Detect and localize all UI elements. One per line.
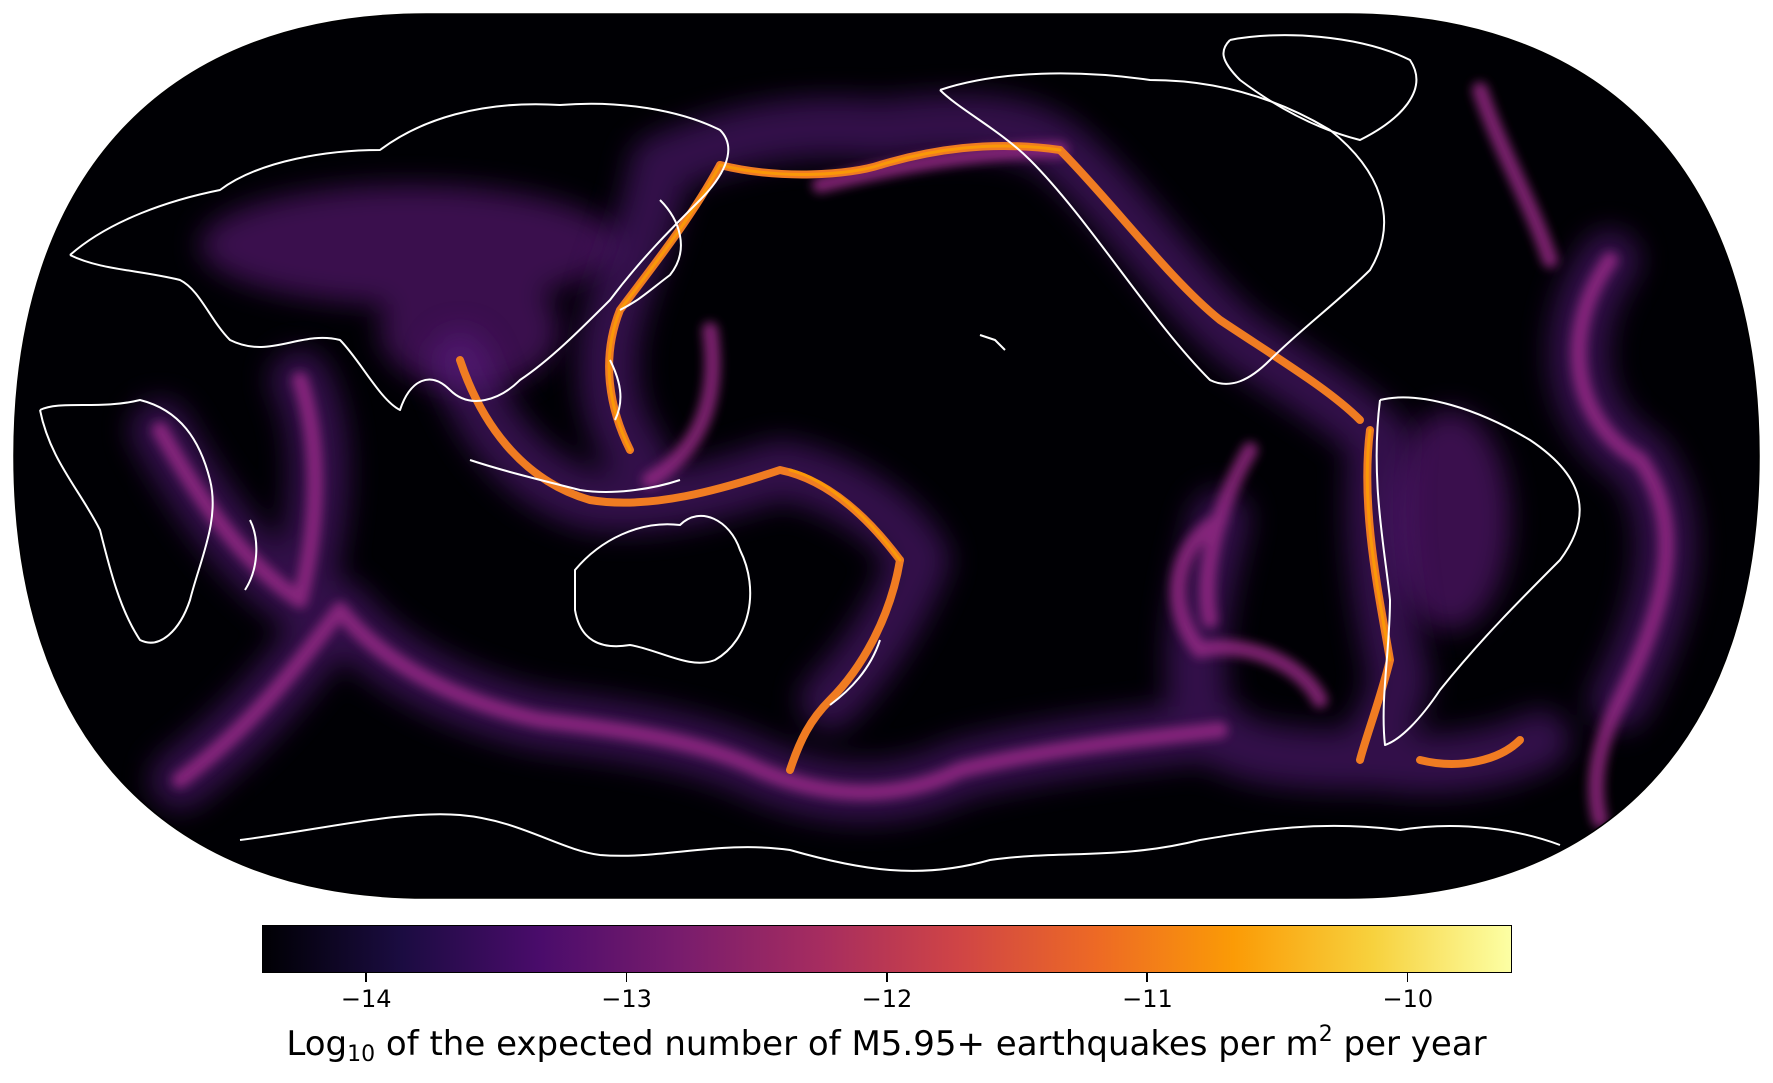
colorbar-label: Log10 of the expected number of M5.95+ e…	[286, 1022, 1487, 1067]
coast-philippines	[609, 359, 622, 421]
colorbar-tick-label: −11	[1122, 985, 1173, 1013]
coast-indonesia	[469, 459, 681, 493]
coast-south-america	[1375, 396, 1581, 746]
coast-madagascar	[244, 519, 258, 591]
colorbar-gradient	[262, 925, 1512, 973]
colorbar-tick-label: −12	[861, 985, 913, 1013]
coast-africa	[39, 399, 214, 644]
colorbar-ticks: −14 −13 −12 −11 −10	[262, 973, 1512, 1013]
colorbar-tick-label: −10	[1382, 985, 1434, 1013]
colorbar-tick-label: −14	[340, 985, 392, 1013]
coast-north-america	[939, 72, 1385, 385]
colorbar-tick-mark	[365, 973, 367, 982]
colorbar-tick-label: −13	[601, 985, 652, 1013]
earthquake-rate-map	[13, 13, 1760, 899]
colorbar-tick-mark	[1406, 973, 1409, 982]
seismicity-layer	[130, 82, 1697, 828]
colorbar-tick-mark	[1146, 973, 1148, 982]
coast-new-zealand	[829, 639, 881, 706]
colorbar-tick-mark	[625, 973, 628, 982]
colorbar	[262, 925, 1512, 973]
coast-japan	[619, 199, 682, 311]
colorbar-tick-mark	[886, 973, 888, 982]
coast-eurasia	[69, 102, 730, 411]
coastlines	[39, 34, 1581, 872]
coast-australia	[574, 514, 752, 664]
map-globe-outline	[13, 13, 1760, 899]
coast-antarctica	[239, 813, 1561, 872]
coast-greenland	[1222, 34, 1418, 141]
coast-hawaii	[979, 334, 1006, 351]
